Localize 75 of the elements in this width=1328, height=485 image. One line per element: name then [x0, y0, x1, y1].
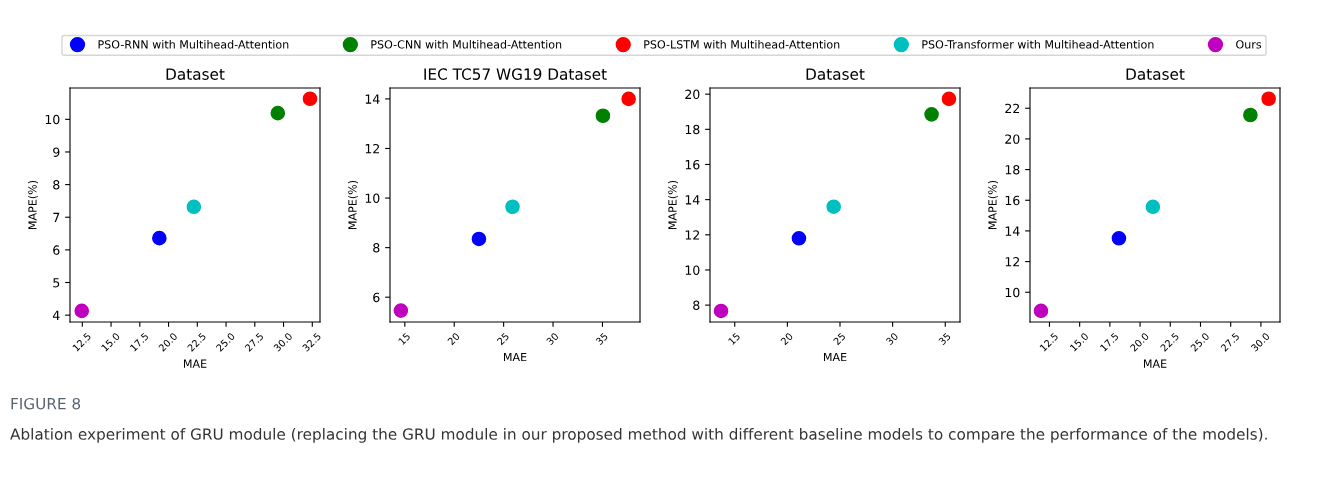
point — [791, 231, 807, 246]
text: Ablation experiment of GRU module (replacing the GRU module in our proposed method with different baseline models to compare the performance of the models). — [10, 428, 1267, 443]
legend-label: PSO-Transformer with Multihead-Attention — [922, 40, 1154, 49]
legend-label: PSO-RNN with Multihead-Attention — [98, 40, 289, 49]
point — [393, 303, 409, 318]
y-axis-title: MAPE(%) — [28, 180, 38, 229]
caption: FIGURE 8 — [11, 397, 81, 410]
x-tick-label: 25 — [496, 332, 510, 346]
point — [471, 231, 487, 247]
y-tick-label: 10 — [1005, 287, 1020, 298]
chart-title: IEC TC57 WG19 Dataset — [424, 68, 607, 80]
point — [186, 199, 202, 215]
y-tick-label: 22 — [1005, 103, 1020, 113]
point — [1243, 107, 1258, 123]
chart-title: Dataset — [166, 68, 225, 80]
x-tick-label: 35 — [595, 332, 609, 346]
y-tick-label: 10 — [365, 193, 380, 203]
x-axis-title: MAE — [183, 359, 207, 368]
y-tick-label: 20 — [685, 89, 700, 100]
y-tick-label: 4 — [52, 310, 60, 320]
point — [505, 199, 520, 215]
y-tick-label: 12 — [1005, 257, 1020, 267]
x-tick-label: 15 — [398, 332, 411, 346]
x-tick-label: 35 — [938, 332, 952, 346]
y-tick-label: 8 — [693, 300, 700, 311]
point — [1033, 303, 1049, 319]
chart-title: Dataset — [1126, 68, 1185, 80]
y-axis-title: MAPE(%) — [668, 180, 678, 229]
x-tick-label: 30 — [885, 332, 899, 346]
point — [621, 91, 636, 107]
y-axis-title: MAPE(%) — [988, 180, 998, 229]
point — [302, 91, 318, 107]
y-axis-title: MAPE(%) — [348, 180, 358, 229]
y-tick-label: 7 — [53, 212, 60, 222]
x-axis-title: MAE — [823, 353, 847, 362]
point — [826, 199, 841, 214]
point — [152, 230, 167, 246]
y-tick-label: 8 — [373, 243, 380, 253]
y-tick-label: 14 — [685, 195, 700, 205]
legend-label: PSO-CNN with Multihead-Attention — [371, 40, 562, 49]
legend-label: Ours — [1236, 40, 1262, 49]
legend-label: PSO-LSTM with Multihead-Attention — [644, 40, 840, 49]
y-tick-label: 6 — [53, 245, 60, 255]
y-tick-label: 14 — [365, 94, 380, 104]
y-tick-label: 16 — [685, 159, 700, 170]
x-axis-title: MAE — [503, 353, 527, 362]
y-tick-label: 16 — [1005, 195, 1020, 206]
point — [1111, 230, 1127, 246]
x-tick-label: 30 — [545, 332, 559, 346]
point — [270, 105, 286, 121]
y-tick-label: 8 — [53, 180, 60, 190]
x-tick-label: 20 — [780, 332, 794, 346]
point — [941, 91, 957, 107]
point — [74, 303, 90, 319]
y-tick-label: 12 — [685, 230, 700, 240]
x-tick-label: 15 — [728, 332, 741, 346]
y-tick-label: 6 — [373, 292, 380, 303]
point — [1145, 199, 1161, 215]
y-tick-label: 18 — [1005, 165, 1020, 175]
point — [1261, 91, 1276, 107]
y-tick-label: 9 — [53, 147, 60, 157]
y-tick-label: 12 — [365, 143, 380, 154]
y-tick-label: 14 — [1005, 226, 1020, 236]
point — [595, 108, 611, 124]
chart-title: Dataset — [806, 68, 865, 80]
y-tick-label: 5 — [53, 278, 60, 288]
point — [924, 107, 939, 122]
y-tick-label: 10 — [685, 265, 700, 275]
x-axis-title: MAE — [1143, 359, 1167, 368]
y-tick-label: 10 — [45, 114, 60, 125]
x-tick-label: 20 — [447, 332, 461, 346]
y-tick-label: 20 — [1005, 134, 1020, 144]
point — [713, 303, 729, 319]
x-tick-label: 25 — [832, 332, 846, 346]
y-tick-label: 18 — [685, 124, 700, 135]
